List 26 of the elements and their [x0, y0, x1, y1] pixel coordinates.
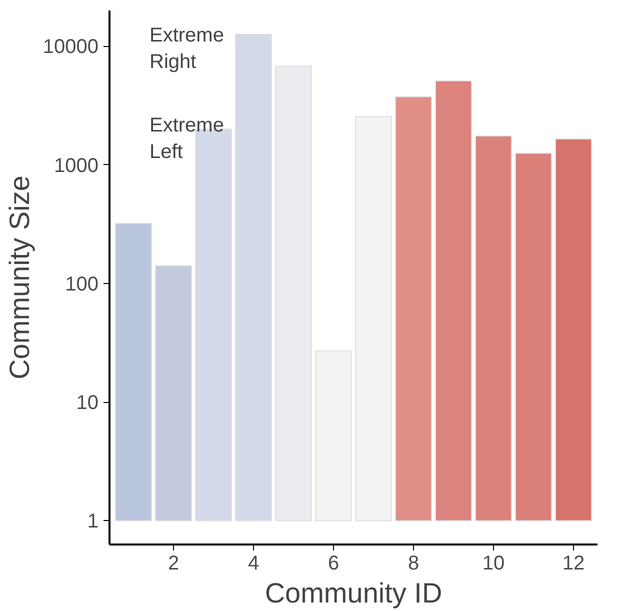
x-tick-label: 6: [328, 552, 340, 574]
bar: [155, 265, 192, 522]
bar: [355, 116, 392, 522]
x-tick-label: 12: [562, 552, 585, 574]
y-tick-label: 1: [87, 510, 98, 533]
annotation: Extreme Right: [150, 24, 224, 73]
y-tick-label: 10: [76, 392, 99, 414]
bar: [275, 66, 312, 522]
y-axis-title: Community Size: [4, 176, 35, 380]
bar: [235, 34, 272, 522]
bar: [555, 138, 592, 522]
bar: [475, 135, 512, 522]
x-axis-title: Community ID: [264, 578, 442, 608]
x-tick-label: 2: [168, 552, 180, 574]
bar: [515, 152, 552, 522]
y-tick-label: 100: [65, 273, 99, 296]
bar: [115, 222, 152, 522]
x-tick-label: 4: [248, 552, 260, 574]
y-tick-label: 10000: [42, 36, 99, 58]
y-tick-label: 1000: [54, 154, 99, 177]
bar: [395, 96, 432, 522]
x-tick-label: 8: [408, 552, 420, 574]
bar: [435, 80, 472, 522]
bar: [315, 350, 352, 522]
annotation: Extreme Left: [150, 114, 224, 163]
x-tick-label: 10: [482, 552, 505, 574]
